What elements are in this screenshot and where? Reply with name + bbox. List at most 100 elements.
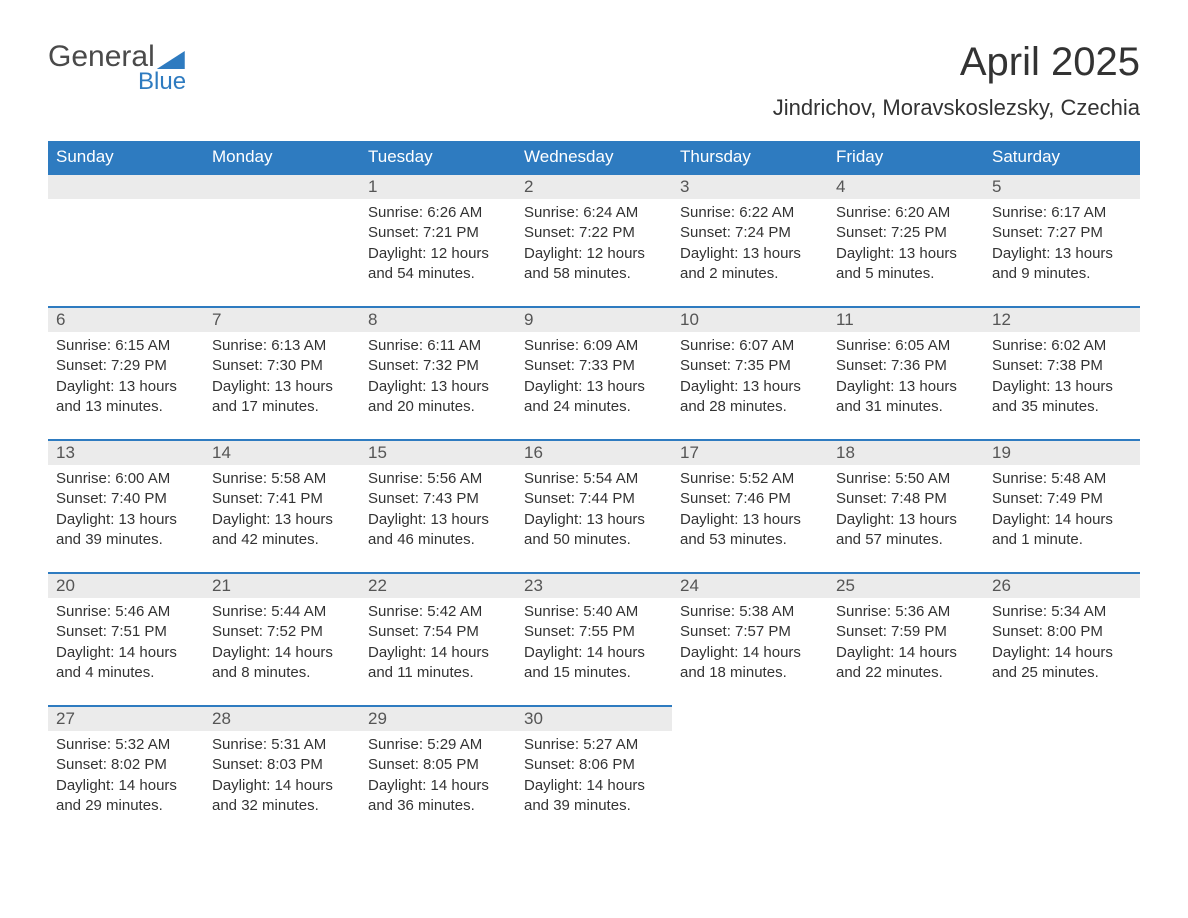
day-info-line: Sunrise: 6:05 AM: [836, 336, 976, 356]
day-number: 11: [828, 308, 984, 332]
calendar-cell: 2Sunrise: 6:24 AMSunset: 7:22 PMDaylight…: [516, 174, 672, 307]
calendar-cell: 23Sunrise: 5:40 AMSunset: 7:55 PMDayligh…: [516, 573, 672, 706]
calendar-cell: [984, 706, 1140, 838]
calendar-cell: 28Sunrise: 5:31 AMSunset: 8:03 PMDayligh…: [204, 706, 360, 838]
day-content: Sunrise: 6:20 AMSunset: 7:25 PMDaylight:…: [828, 199, 984, 306]
day-content: Sunrise: 5:42 AMSunset: 7:54 PMDaylight:…: [360, 598, 516, 705]
calendar-cell: 14Sunrise: 5:58 AMSunset: 7:41 PMDayligh…: [204, 440, 360, 573]
calendar-cell: 9Sunrise: 6:09 AMSunset: 7:33 PMDaylight…: [516, 307, 672, 440]
day-info-line: Sunset: 7:38 PM: [992, 356, 1132, 376]
day-info-line: Sunset: 7:25 PM: [836, 223, 976, 243]
calendar-cell: 10Sunrise: 6:07 AMSunset: 7:35 PMDayligh…: [672, 307, 828, 440]
day-info-line: Sunrise: 6:17 AM: [992, 203, 1132, 223]
calendar-cell: 20Sunrise: 5:46 AMSunset: 7:51 PMDayligh…: [48, 573, 204, 706]
day-info-line: Sunset: 8:06 PM: [524, 755, 664, 775]
calendar-cell: [828, 706, 984, 838]
calendar-cell: 8Sunrise: 6:11 AMSunset: 7:32 PMDaylight…: [360, 307, 516, 440]
logo-text-blue: Blue: [138, 68, 186, 96]
day-content: Sunrise: 5:50 AMSunset: 7:48 PMDaylight:…: [828, 465, 984, 572]
day-info-line: Daylight: 14 hours and 22 minutes.: [836, 643, 976, 684]
day-number: 2: [516, 175, 672, 199]
day-number: 17: [672, 441, 828, 465]
day-info-line: Sunset: 7:33 PM: [524, 356, 664, 376]
day-header: Saturday: [984, 141, 1140, 174]
day-content: Sunrise: 5:44 AMSunset: 7:52 PMDaylight:…: [204, 598, 360, 705]
day-header-row: Sunday Monday Tuesday Wednesday Thursday…: [48, 141, 1140, 174]
day-info-line: Daylight: 14 hours and 4 minutes.: [56, 643, 196, 684]
calendar-week-row: 27Sunrise: 5:32 AMSunset: 8:02 PMDayligh…: [48, 706, 1140, 838]
day-info-line: Daylight: 14 hours and 18 minutes.: [680, 643, 820, 684]
day-info-line: Sunset: 7:41 PM: [212, 489, 352, 509]
day-content: Sunrise: 6:15 AMSunset: 7:29 PMDaylight:…: [48, 332, 204, 439]
day-info-line: Daylight: 13 hours and 53 minutes.: [680, 510, 820, 551]
day-number: 14: [204, 441, 360, 465]
day-info-line: Sunset: 7:35 PM: [680, 356, 820, 376]
day-info-line: Sunrise: 5:27 AM: [524, 735, 664, 755]
day-info-line: Daylight: 14 hours and 8 minutes.: [212, 643, 352, 684]
day-info-line: Sunset: 8:02 PM: [56, 755, 196, 775]
day-info-line: Daylight: 13 hours and 2 minutes.: [680, 244, 820, 285]
day-info-line: Sunrise: 5:34 AM: [992, 602, 1132, 622]
day-info-line: Sunset: 8:05 PM: [368, 755, 508, 775]
day-info-line: Sunrise: 5:54 AM: [524, 469, 664, 489]
day-number: 30: [516, 707, 672, 731]
day-info-line: Daylight: 12 hours and 54 minutes.: [368, 244, 508, 285]
day-number: 1: [360, 175, 516, 199]
calendar-cell: 18Sunrise: 5:50 AMSunset: 7:48 PMDayligh…: [828, 440, 984, 573]
calendar-cell: 30Sunrise: 5:27 AMSunset: 8:06 PMDayligh…: [516, 706, 672, 838]
day-info-line: Sunrise: 5:56 AM: [368, 469, 508, 489]
day-number: 29: [360, 707, 516, 731]
day-info-line: Sunset: 7:32 PM: [368, 356, 508, 376]
day-content: Sunrise: 6:02 AMSunset: 7:38 PMDaylight:…: [984, 332, 1140, 439]
day-info-line: Sunset: 7:48 PM: [836, 489, 976, 509]
day-content: Sunrise: 5:40 AMSunset: 7:55 PMDaylight:…: [516, 598, 672, 705]
day-content: Sunrise: 5:31 AMSunset: 8:03 PMDaylight:…: [204, 731, 360, 838]
day-info-line: Sunrise: 5:48 AM: [992, 469, 1132, 489]
day-info-line: Sunrise: 5:40 AM: [524, 602, 664, 622]
calendar-week-row: 6Sunrise: 6:15 AMSunset: 7:29 PMDaylight…: [48, 307, 1140, 440]
day-info-line: Sunrise: 5:44 AM: [212, 602, 352, 622]
day-info-line: Daylight: 13 hours and 46 minutes.: [368, 510, 508, 551]
calendar-cell: 24Sunrise: 5:38 AMSunset: 7:57 PMDayligh…: [672, 573, 828, 706]
month-title: April 2025: [773, 40, 1140, 85]
day-info-line: Daylight: 14 hours and 39 minutes.: [524, 776, 664, 817]
day-info-line: Sunrise: 6:24 AM: [524, 203, 664, 223]
day-info-line: Sunset: 7:21 PM: [368, 223, 508, 243]
day-info-line: Daylight: 13 hours and 31 minutes.: [836, 377, 976, 418]
day-info-line: Daylight: 14 hours and 11 minutes.: [368, 643, 508, 684]
day-info-line: Sunset: 7:46 PM: [680, 489, 820, 509]
day-info-line: Sunrise: 5:38 AM: [680, 602, 820, 622]
day-info-line: Sunrise: 5:31 AM: [212, 735, 352, 755]
day-number: 6: [48, 308, 204, 332]
day-header: Monday: [204, 141, 360, 174]
calendar-week-row: 13Sunrise: 6:00 AMSunset: 7:40 PMDayligh…: [48, 440, 1140, 573]
day-content: Sunrise: 5:27 AMSunset: 8:06 PMDaylight:…: [516, 731, 672, 838]
day-info-line: Sunrise: 6:09 AM: [524, 336, 664, 356]
calendar-cell: 29Sunrise: 5:29 AMSunset: 8:05 PMDayligh…: [360, 706, 516, 838]
day-content: Sunrise: 5:29 AMSunset: 8:05 PMDaylight:…: [360, 731, 516, 838]
day-number: [48, 175, 204, 199]
day-number: 7: [204, 308, 360, 332]
day-info-line: Sunset: 7:55 PM: [524, 622, 664, 642]
day-info-line: Daylight: 13 hours and 24 minutes.: [524, 377, 664, 418]
day-info-line: Daylight: 13 hours and 9 minutes.: [992, 244, 1132, 285]
day-info-line: Sunrise: 6:15 AM: [56, 336, 196, 356]
day-number: 23: [516, 574, 672, 598]
day-number: 13: [48, 441, 204, 465]
day-number: 18: [828, 441, 984, 465]
calendar-week-row: 20Sunrise: 5:46 AMSunset: 7:51 PMDayligh…: [48, 573, 1140, 706]
page-header: General Blue April 2025 Jindrichov, Mora…: [48, 40, 1140, 133]
location-text: Jindrichov, Moravskoslezsky, Czechia: [773, 95, 1140, 121]
day-content: Sunrise: 6:22 AMSunset: 7:24 PMDaylight:…: [672, 199, 828, 306]
day-header: Sunday: [48, 141, 204, 174]
day-header: Tuesday: [360, 141, 516, 174]
day-number: 25: [828, 574, 984, 598]
day-content: [672, 730, 828, 756]
day-number: 24: [672, 574, 828, 598]
calendar-cell: 21Sunrise: 5:44 AMSunset: 7:52 PMDayligh…: [204, 573, 360, 706]
day-number: 16: [516, 441, 672, 465]
day-number: 27: [48, 707, 204, 731]
day-content: Sunrise: 5:52 AMSunset: 7:46 PMDaylight:…: [672, 465, 828, 572]
calendar-cell: [672, 706, 828, 838]
day-content: [828, 730, 984, 756]
